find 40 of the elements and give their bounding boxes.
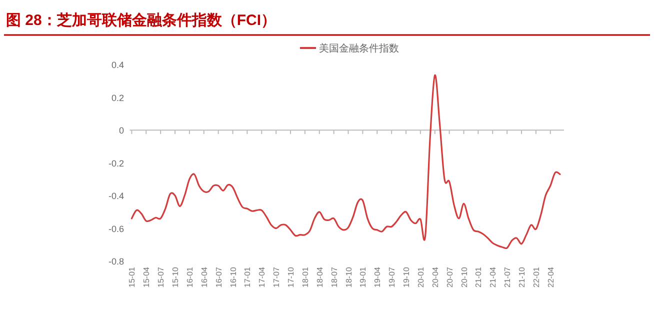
x-tick-label: 18-04 — [315, 266, 324, 288]
x-tick-label: 16-04 — [200, 266, 209, 288]
x-tick-label: 16-10 — [228, 266, 238, 288]
x-tick-label: 15-01 — [128, 266, 137, 288]
x-tick-label: 17-04 — [258, 266, 267, 288]
legend-label: 美国金融条件指数 — [319, 42, 399, 54]
x-tick-label: 18-10 — [344, 266, 354, 288]
x-tick-label: 16-01 — [185, 266, 194, 288]
x-tick-label: 16-07 — [214, 266, 224, 288]
x-tick-label: 21-07 — [503, 266, 512, 288]
x-tick-label: 20-10 — [460, 266, 469, 288]
x-tick-label: 22-04 — [546, 266, 556, 288]
x-tick-label: 19-01 — [358, 266, 368, 288]
chart-title: 图 28：芝加哥联储金融条件指数（FCI） — [6, 12, 276, 29]
line-series — [130, 74, 561, 250]
x-tick-label: 21-10 — [518, 266, 526, 288]
x-tick-label: 19-10 — [402, 266, 412, 288]
x-tick-label: 18-07 — [330, 266, 339, 288]
x-tick-label: 20-07 — [445, 266, 454, 288]
x-tick-label: 20-04 — [430, 266, 440, 288]
x-tick-label: 15-07 — [156, 266, 166, 288]
x-tick-label: 15-04 — [142, 266, 152, 288]
x-tick-label: 21-04 — [488, 266, 498, 288]
y-tick-label: -0.8 — [108, 256, 124, 266]
y-tick-label: -0.2 — [108, 158, 124, 168]
x-tick-label: 20-01 — [416, 266, 426, 288]
x-tick-label: 19-04 — [373, 266, 382, 288]
x-tick-label: 17-01 — [243, 266, 252, 288]
x-tick-label: 21-01 — [474, 266, 484, 288]
y-tick-label: -0.4 — [108, 191, 124, 202]
x-tick-label: 15-10 — [171, 266, 180, 288]
x-tick-label: 22-01 — [532, 266, 541, 288]
x-tick-label: 18-01 — [300, 266, 310, 288]
y-tick-label: 0 — [118, 126, 124, 136]
y-tick-label: -0.6 — [108, 224, 124, 234]
x-tick-label: 17-07 — [272, 266, 282, 288]
y-tick-label: 0.4 — [111, 60, 124, 70]
y-tick-label: 0.2 — [111, 92, 124, 103]
x-tick-label: 19-07 — [388, 266, 397, 288]
x-tick-label: 17-10 — [286, 266, 296, 288]
